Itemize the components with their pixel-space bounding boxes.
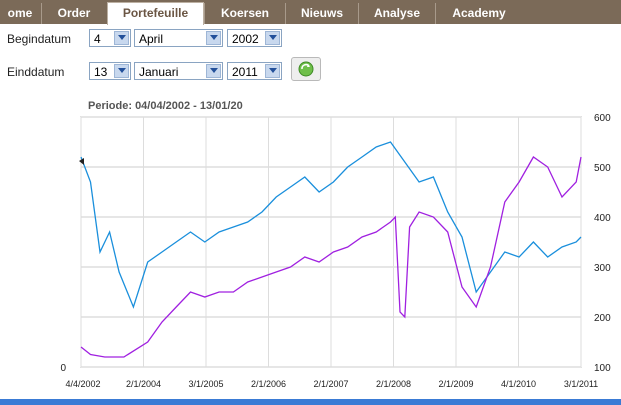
begin-year-value: 2002 (232, 32, 259, 46)
refresh-button[interactable] (291, 57, 321, 81)
end-date-label: Einddatum (7, 65, 65, 79)
begin-date-label: Begindatum (7, 32, 72, 46)
begin-year-select[interactable]: 2002 (227, 29, 282, 47)
x-tick-label: 2/1/2007 (313, 379, 348, 389)
price-chart: 100 200 300 400 500 600 0 4/4/2002 2/1/2004 3/1… (60, 113, 611, 389)
x-tick-label: 2/1/2008 (376, 379, 411, 389)
end-month-select[interactable]: Januari (134, 62, 223, 80)
chevron-down-icon (114, 31, 129, 45)
tab-academy[interactable]: Academy (435, 3, 522, 24)
tab-koersen[interactable]: Koersen (204, 3, 285, 24)
y-tick-label-right: 100 (594, 363, 611, 374)
begin-month-select[interactable]: April (134, 29, 223, 47)
x-tick-label: 4/4/2002 (65, 379, 100, 389)
y-tick-label-right: 400 (594, 213, 611, 224)
begin-day-value: 4 (94, 32, 101, 46)
start-marker-icon (79, 158, 84, 165)
y-tick-label-right: 500 (594, 163, 611, 174)
begin-day-select[interactable]: 4 (89, 29, 131, 47)
x-axis-labels: 4/4/2002 2/1/2004 3/1/2005 2/1/2006 2/1/2007… (65, 379, 598, 389)
y-tick-label-right: 300 (594, 263, 611, 274)
refresh-icon (298, 61, 314, 77)
tab-portefeuille[interactable]: Portefeuille (107, 2, 204, 25)
y-tick-label-right: 200 (594, 313, 611, 324)
chevron-down-icon (206, 31, 221, 45)
tab-nieuws[interactable]: Nieuws (285, 3, 358, 24)
grid-lines (80, 116, 582, 368)
begin-month-value: April (139, 32, 164, 46)
series-line-purple (80, 156, 582, 358)
x-tick-label: 4/1/2010 (501, 379, 536, 389)
top-nav-bar: ome Order Portefeuille Koersen Nieuws An… (0, 0, 621, 25)
tab-order[interactable]: Order (41, 3, 106, 24)
tab-home[interactable]: ome (7, 6, 33, 20)
end-day-value: 13 (94, 65, 108, 79)
x-tick-label: 2/1/2004 (126, 379, 161, 389)
x-tick-label: 3/1/2005 (188, 379, 223, 389)
end-month-value: Januari (139, 65, 179, 79)
y-axis-right-labels: 100 200 300 400 500 600 (594, 113, 611, 374)
period-label: Periode: 04/04/2002 - 13/01/20 (88, 100, 243, 112)
chevron-down-icon (265, 31, 280, 45)
end-year-value: 2011 (232, 65, 258, 79)
chevron-down-icon (206, 64, 221, 78)
series-line-blue (80, 141, 582, 309)
x-tick-label: 2/1/2006 (251, 379, 286, 389)
y-tick-label-left: 0 (60, 363, 66, 374)
chevron-down-icon (265, 64, 280, 78)
series-group (80, 141, 582, 358)
bottom-bar (0, 399, 621, 405)
chevron-down-icon (114, 64, 129, 78)
end-year-select[interactable]: 2011 (227, 62, 282, 80)
y-tick-label-right: 600 (594, 113, 611, 124)
x-tick-label: 2/1/2009 (438, 379, 473, 389)
end-day-select[interactable]: 13 (89, 62, 131, 80)
y-axis-left-labels: 0 (60, 363, 66, 374)
tab-analyse[interactable]: Analyse (358, 3, 435, 24)
x-tick-label: 3/1/2011 (564, 379, 598, 389)
